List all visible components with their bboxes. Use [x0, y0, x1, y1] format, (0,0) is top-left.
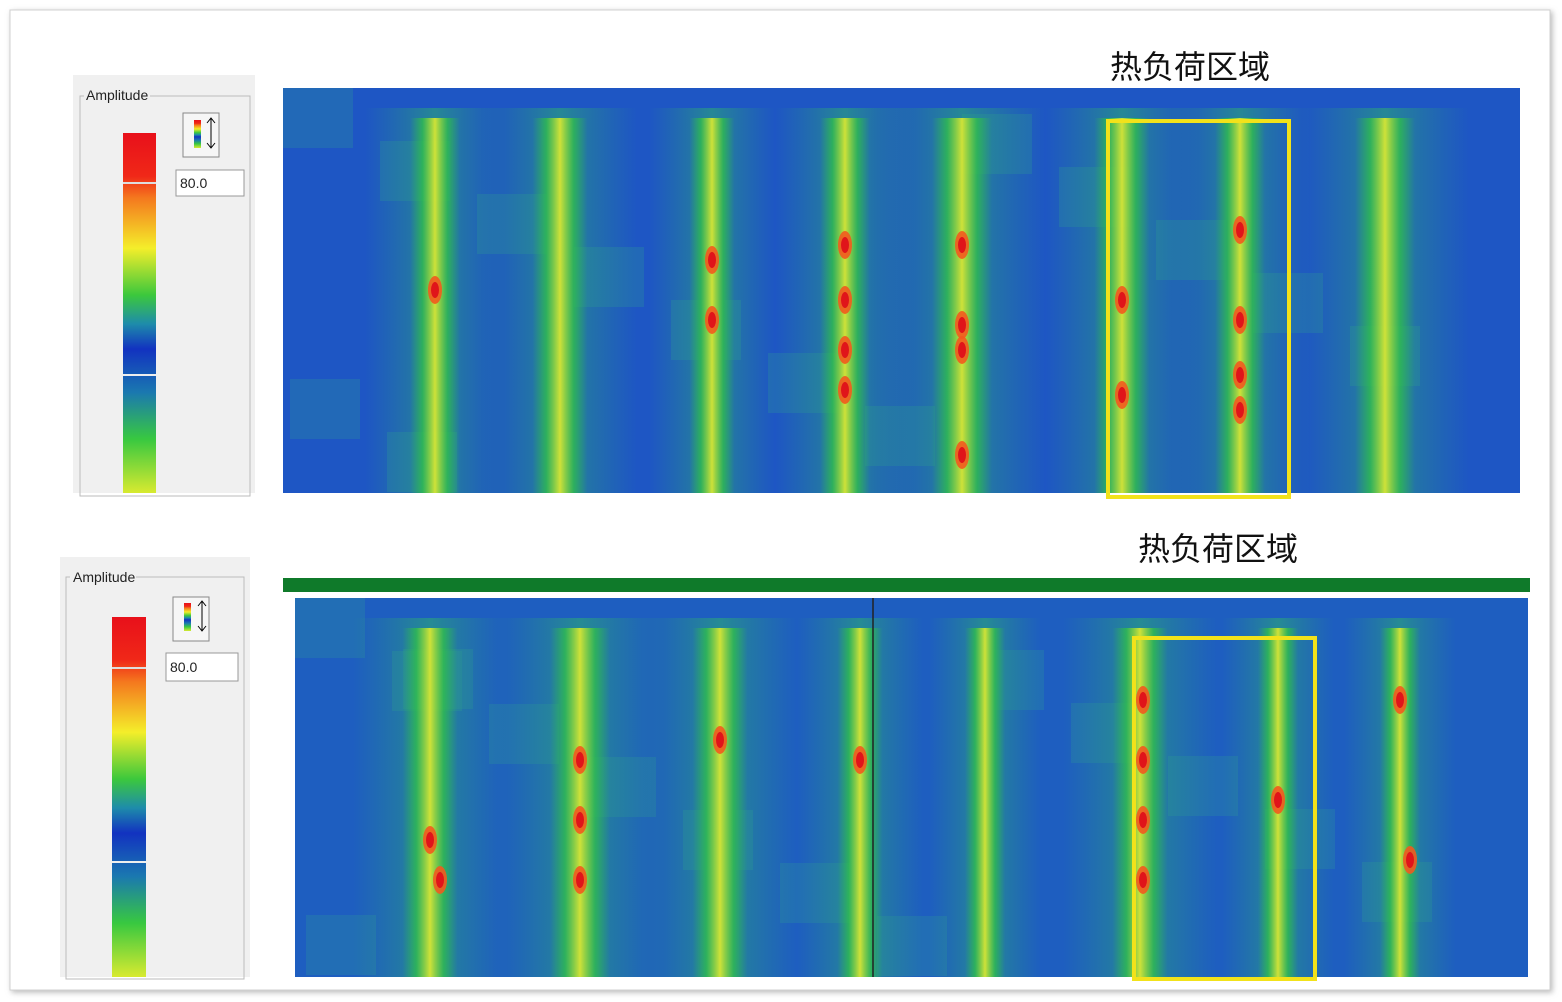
hot-core	[576, 752, 584, 768]
highlight-box	[1132, 636, 1317, 981]
scan-stripe	[532, 118, 588, 493]
scan-stripe	[402, 628, 458, 977]
hot-core	[1236, 312, 1244, 328]
highlight-box	[1106, 119, 1291, 499]
hot-core	[1139, 752, 1147, 768]
scan-panel: Amplitude 80.0 热负荷区域	[60, 530, 1530, 981]
gain-value: 80.0	[170, 659, 197, 675]
scale-icon-arrow	[197, 600, 207, 632]
hot-core	[841, 382, 849, 398]
hot-core	[576, 872, 584, 888]
legend-label-bg	[70, 569, 136, 585]
scan-stripe	[1355, 118, 1415, 493]
hot-core	[436, 872, 444, 888]
color-bar	[123, 133, 156, 493]
gain-input[interactable]	[175, 169, 245, 197]
hot-core	[958, 317, 966, 333]
hot-core	[856, 752, 864, 768]
legend-group	[65, 576, 245, 980]
hot-core	[1118, 387, 1126, 403]
hot-core	[576, 812, 584, 828]
hot-core	[426, 832, 434, 848]
hot-core	[958, 447, 966, 463]
legend-label-bg	[84, 87, 150, 103]
scan-panel: Amplitude 80.0 热负荷区域	[73, 48, 1520, 499]
hot-core	[708, 252, 716, 268]
legend-box	[73, 75, 255, 493]
gain-value: 80.0	[180, 175, 207, 191]
hot-core	[1406, 852, 1414, 868]
hot-core	[841, 237, 849, 253]
scale-icon-arrow	[206, 117, 216, 149]
hot-core	[1396, 692, 1404, 708]
region-title: 热负荷区域	[1138, 530, 1298, 568]
hot-core	[708, 312, 716, 328]
hot-core	[1118, 292, 1126, 308]
scan-stripe	[550, 628, 610, 977]
hot-core	[1236, 222, 1244, 238]
hot-core	[431, 282, 439, 298]
gain-input[interactable]	[165, 652, 239, 682]
hot-core	[958, 342, 966, 358]
scan-stripe	[410, 118, 460, 493]
ruler-bar	[283, 578, 1530, 592]
region-title: 热负荷区域	[1110, 48, 1270, 86]
texture-patch	[290, 379, 360, 439]
scan-stripe	[1380, 628, 1420, 977]
hot-core	[716, 732, 724, 748]
legend-box	[60, 557, 250, 977]
hot-core	[1274, 792, 1282, 808]
scan-stripe	[689, 118, 735, 493]
hot-core	[1236, 402, 1244, 418]
legend-group	[79, 95, 251, 497]
hot-core	[1139, 692, 1147, 708]
hot-core	[958, 237, 966, 253]
legend-label: Amplitude	[73, 569, 135, 585]
scale-icon	[184, 603, 191, 631]
texture-patch	[283, 88, 353, 148]
hot-core	[1139, 812, 1147, 828]
scan-stripe	[1112, 628, 1168, 977]
scan-stripe	[837, 628, 883, 977]
scan-stripe	[692, 628, 748, 977]
hot-core	[841, 292, 849, 308]
scan-stripe	[932, 118, 992, 493]
hot-core	[1236, 367, 1244, 383]
color-bar	[112, 617, 146, 977]
scan-stripe	[965, 628, 1005, 977]
legend-label: Amplitude	[86, 87, 148, 103]
scale-icon	[194, 120, 201, 148]
hot-core	[1139, 872, 1147, 888]
hot-core	[841, 342, 849, 358]
scan-stripe	[1215, 118, 1265, 493]
